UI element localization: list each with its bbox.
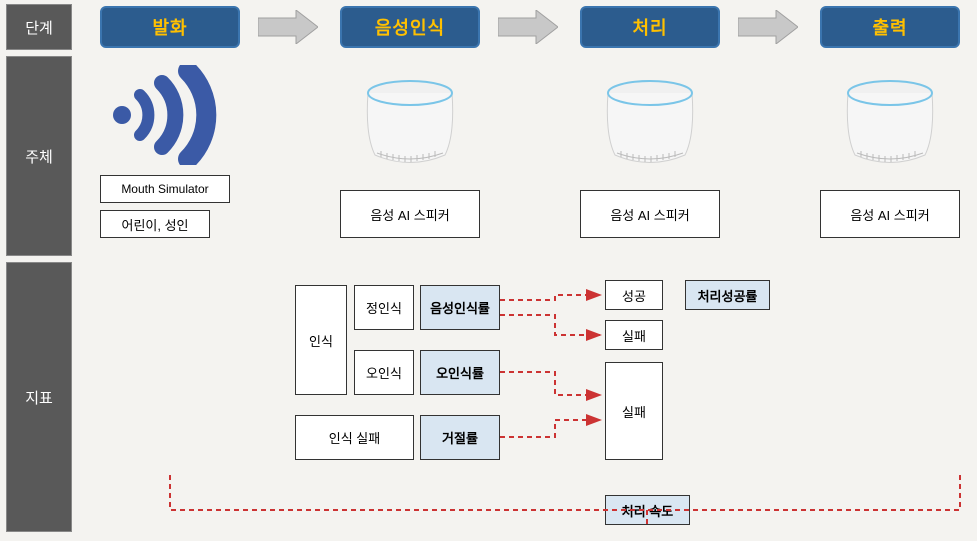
mouth-simulator-label: Mouth Simulator [100,175,230,203]
row-label-stage: 단계 [6,4,72,50]
metric-proc-speed-text: 처리 속도 [622,501,673,520]
metric-voice-rec-rate: 음성인식률 [420,285,500,330]
metric-fail-text: 실패 [622,326,646,345]
metric-recognition: 인식 [295,285,347,395]
metric-success-text: 성공 [622,286,646,305]
stage-1-text: 발화 [152,14,187,40]
metric-fail: 실패 [605,320,663,350]
stage-box-3: 처리 [580,6,720,48]
metric-voice-rec-rate-text: 음성인식률 [430,298,490,317]
stage-box-4: 출력 [820,6,960,48]
stage-4-text: 출력 [872,14,907,40]
speaker-1-text: 음성 AI 스피커 [370,205,449,224]
speaker-device-2 [595,75,705,170]
metric-rec-fail: 인식 실패 [295,415,414,460]
metric-proc-success-rate: 처리성공률 [685,280,770,310]
metric-reject-rate-text: 거절률 [442,428,478,447]
arrow-2 [498,10,558,44]
metric-success: 성공 [605,280,663,310]
stage-box-1: 발화 [100,6,240,48]
metric-reject-rate: 거절률 [420,415,500,460]
speaker-3-text: 음성 AI 스피커 [850,205,929,224]
metric-rec-fail-text: 인식 실패 [329,428,380,447]
row-label-stage-text: 단계 [25,17,53,38]
speaker-label-2: 음성 AI 스피커 [580,190,720,238]
metric-fail2: 실패 [605,362,663,460]
metric-proc-speed: 처리 속도 [605,495,690,525]
speaker-label-1: 음성 AI 스피커 [340,190,480,238]
people-text: 어린이, 성인 [121,215,188,234]
speaker-label-3: 음성 AI 스피커 [820,190,960,238]
stage-box-2: 음성인식 [340,6,480,48]
metric-proc-success-rate-text: 처리성공률 [698,286,758,305]
metric-fail2-text: 실패 [622,402,646,421]
stage-2-text: 음성인식 [375,14,445,40]
metric-wrong-text: 오인식 [366,363,402,382]
speaker-device-1 [355,75,465,170]
row-label-subject: 주체 [6,56,72,256]
arrow-3 [738,10,798,44]
speaker-2-text: 음성 AI 스피커 [610,205,689,224]
mouth-sim-text: Mouth Simulator [121,182,208,196]
speaker-device-3 [835,75,945,170]
row-label-metric-text: 지표 [25,387,53,408]
sound-wave-icon [100,65,220,165]
metric-wrong: 오인식 [354,350,414,395]
arrow-1 [258,10,318,44]
metric-wrong-rate: 오인식률 [420,350,500,395]
metric-wrong-rate-text: 오인식률 [436,363,484,382]
row-label-metric: 지표 [6,262,72,532]
people-label: 어린이, 성인 [100,210,210,238]
metric-recognition-text: 인식 [309,331,333,350]
metric-correct: 정인식 [354,285,414,330]
stage-3-text: 처리 [632,14,667,40]
row-label-subject-text: 주체 [25,146,53,167]
metric-correct-text: 정인식 [366,298,402,317]
